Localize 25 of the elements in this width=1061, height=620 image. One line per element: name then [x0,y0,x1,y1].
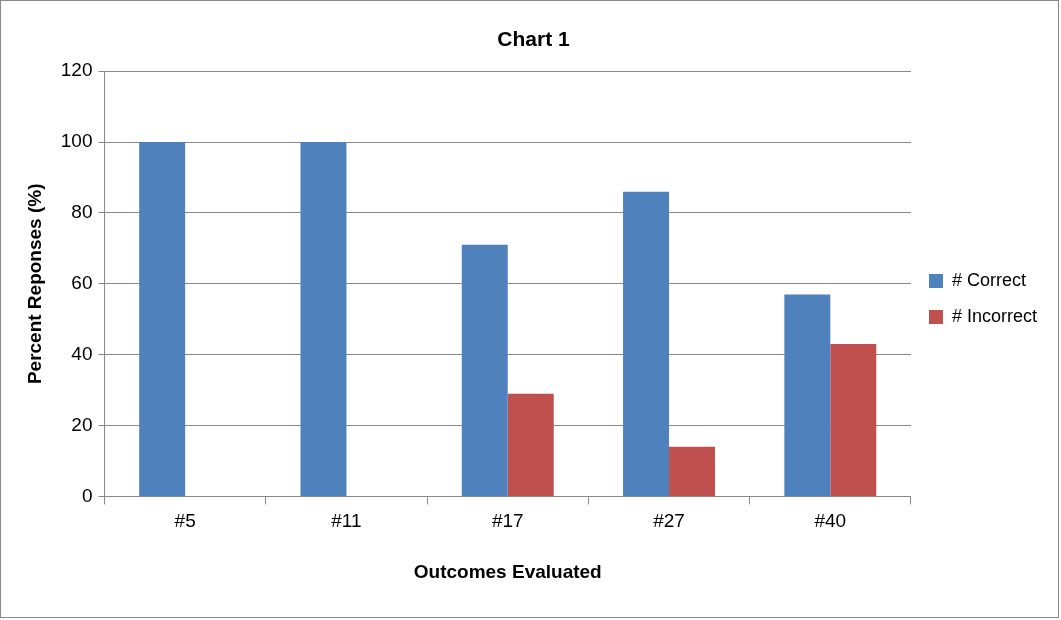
y-tick-label: 80 [71,201,93,223]
legend-label: # Correct [951,269,1026,290]
bar [830,344,877,496]
y-tick-label: 60 [71,272,93,294]
bar [507,393,554,496]
bar [669,446,715,496]
x-tick-label: #17 [491,510,524,532]
legend-label: # Incorrect [951,305,1038,326]
y-tick-label: 120 [60,59,93,81]
bar [461,244,508,496]
x-tick-label: #5 [174,510,196,532]
x-tick-label: #11 [331,510,362,532]
chart-title: Chart 1 [497,27,570,51]
bar [300,142,347,496]
y-tick-label: 20 [71,413,93,435]
y-tick-label: 40 [71,342,93,364]
x-tick-label: #40 [814,510,847,532]
y-axis-title: Percent Reponses (%) [23,183,45,385]
bar [623,191,670,496]
y-tick-label: 100 [60,130,93,152]
y-tick-label: 0 [81,484,93,506]
bar [784,294,831,496]
x-axis-title: Outcomes Evaluated [413,560,602,582]
x-tick-label: #27 [653,510,685,532]
bar [139,142,186,496]
